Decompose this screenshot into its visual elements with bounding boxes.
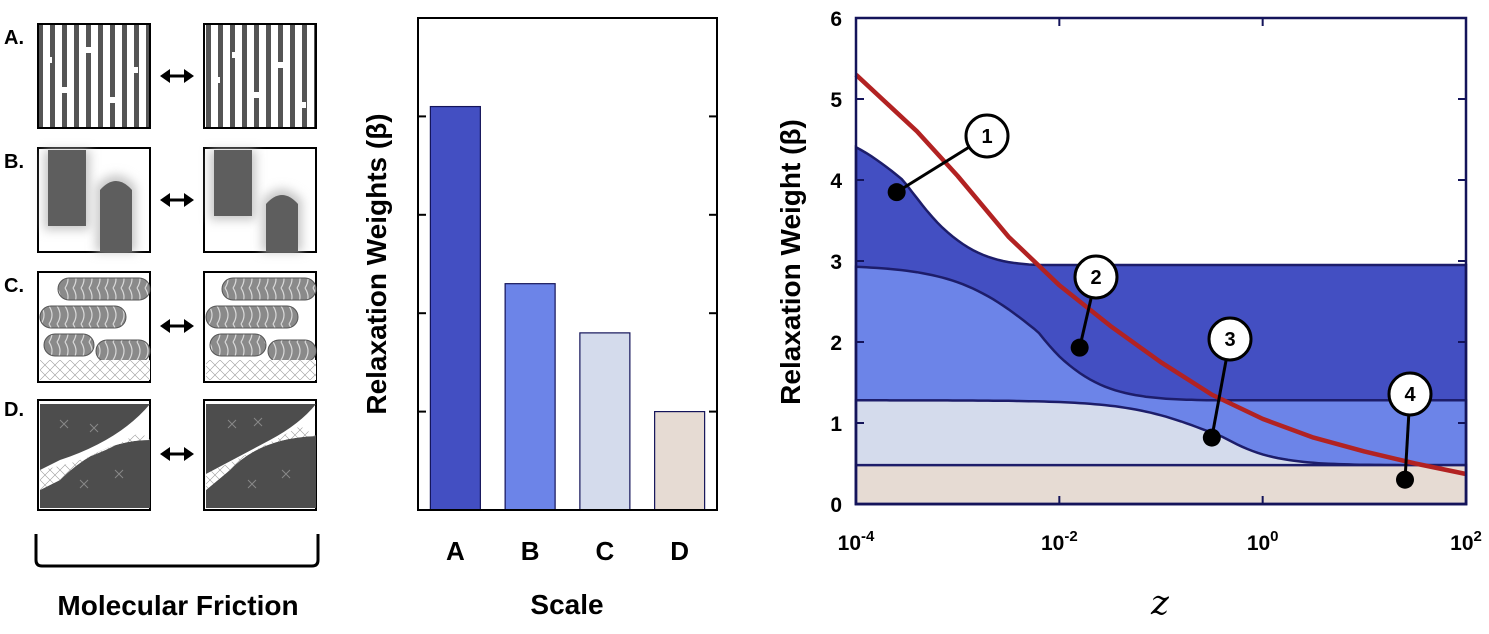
row-a-right-image	[203, 23, 317, 129]
row-c-left-image	[37, 271, 151, 383]
area-x-tick-label: 100	[1247, 528, 1279, 555]
area-y-tick-label: 6	[830, 8, 842, 31]
row-label-b: B.	[4, 151, 24, 173]
bar-category-label: C	[595, 536, 614, 566]
row-d-left-image	[37, 399, 151, 511]
bar-chart-xlabel: Scale	[530, 589, 603, 620]
area-x-tick-label: 10-4	[838, 528, 875, 555]
row-label-a: A.	[4, 27, 24, 49]
row-label-c: C.	[4, 275, 24, 297]
area-y-tick-label: 0	[830, 494, 842, 517]
bar-b	[504, 283, 556, 511]
row-d-right-image	[203, 399, 317, 511]
annotation-number: 3	[1224, 329, 1235, 351]
annotation-dot	[1396, 470, 1414, 489]
area-y-tick-label: 3	[830, 251, 842, 274]
bar-a	[429, 105, 481, 511]
annotation-4: 4	[1387, 371, 1433, 489]
row-label-d: D.	[4, 399, 24, 421]
molecular-friction-panel: A. B. C. D.	[4, 23, 320, 621]
bar-c	[579, 332, 631, 511]
bar-chart-frame	[417, 17, 718, 511]
annotation-number: 2	[1090, 267, 1101, 289]
annotation-2: 2	[1070, 254, 1119, 357]
row-c-right-image	[203, 271, 317, 383]
annotation-number: 1	[981, 126, 992, 148]
annotation-badge	[1207, 316, 1253, 362]
annotation-badge	[964, 113, 1010, 159]
relaxation-weight-chart: 0 1 2 3 4 5 6 10-4 10-2 100 102 1 2 3 4 Relaxation We…	[775, 8, 1482, 623]
bar-chart-ylabel: Relaxation Weights (β)	[361, 113, 392, 414]
total-relaxation-curve	[854, 73, 1467, 477]
area-y-tick-label: 1	[830, 413, 842, 436]
bar-d	[654, 411, 706, 511]
bar-chart: A B C D Scale Relaxation Weights (β)	[361, 17, 718, 620]
row-b-left-image	[37, 147, 151, 253]
annotation-badge	[1073, 254, 1119, 300]
area-series-4	[854, 463, 1468, 506]
bar-category-label: D	[670, 536, 689, 566]
annotation-dot	[1070, 338, 1089, 357]
area-y-tick-label: 5	[830, 89, 842, 112]
area-chart-xlabel: z	[1150, 583, 1170, 623]
row-b-right-image	[203, 147, 317, 253]
bar-category-label: A	[446, 536, 465, 566]
molecular-friction-label: Molecular Friction	[57, 590, 298, 621]
annotation-dot	[887, 183, 906, 202]
annotation-number: 4	[1404, 384, 1416, 406]
bar-category-label: B	[521, 536, 540, 566]
annotation-dot	[1202, 428, 1221, 447]
bracket	[34, 534, 320, 568]
row-a-left-image	[37, 23, 151, 129]
area-y-tick-label: 4	[830, 170, 842, 193]
area-x-tick-label: 10-2	[1041, 528, 1078, 555]
area-chart-ylabel: Relaxation Weight (β)	[775, 119, 806, 405]
area-x-tick-label: 102	[1450, 528, 1482, 555]
double-arrow-icon	[160, 69, 194, 461]
annotation-3: 3	[1202, 316, 1253, 447]
annotation-1: 1	[887, 113, 1010, 202]
area-y-tick-label: 2	[830, 332, 842, 355]
annotation-badge	[1387, 371, 1433, 417]
